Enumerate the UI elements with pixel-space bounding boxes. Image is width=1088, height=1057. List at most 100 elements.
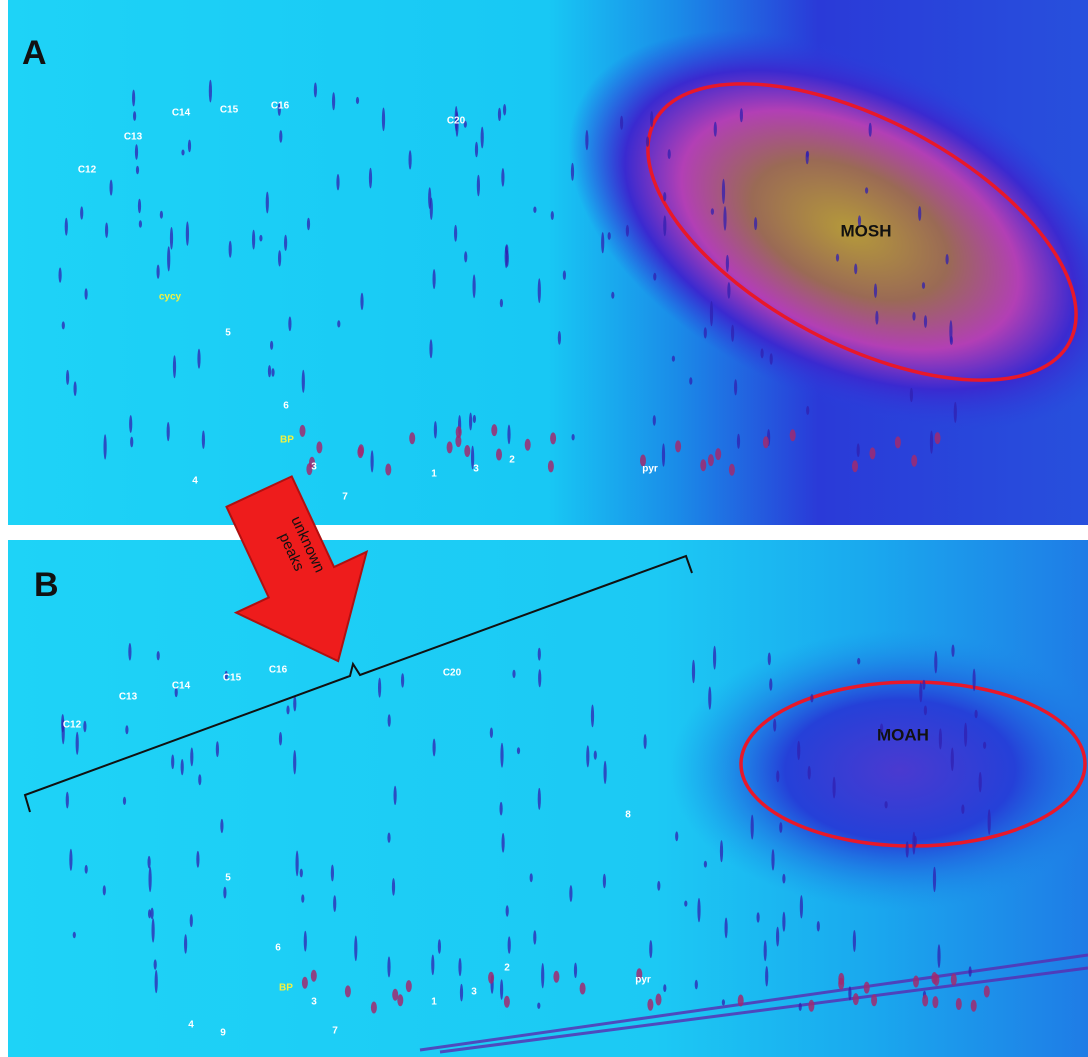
peak xyxy=(765,966,768,986)
peak xyxy=(385,464,391,476)
peak-label: C20 xyxy=(443,668,462,679)
peak xyxy=(136,166,139,175)
panel-letter: A xyxy=(22,34,47,72)
peak xyxy=(266,192,269,214)
peak xyxy=(722,999,725,1005)
peak xyxy=(110,180,113,196)
peak xyxy=(571,163,574,181)
peak xyxy=(302,370,305,393)
peak-label: 3 xyxy=(473,464,479,475)
peak xyxy=(675,831,678,841)
peak-label: cycy xyxy=(159,292,182,303)
peak xyxy=(964,723,967,747)
peak xyxy=(885,801,888,808)
peak-label: 6 xyxy=(283,401,289,412)
peak xyxy=(675,440,681,452)
peak xyxy=(726,255,729,272)
peak xyxy=(354,936,357,962)
panel-letter: B xyxy=(34,566,59,604)
peak xyxy=(301,894,304,902)
peak xyxy=(710,301,713,326)
peak xyxy=(979,772,982,792)
peak xyxy=(430,198,433,220)
peak xyxy=(433,269,436,289)
peak xyxy=(481,127,484,149)
peak xyxy=(810,694,813,702)
peak xyxy=(85,865,88,874)
peak xyxy=(551,211,554,220)
peak xyxy=(533,930,536,944)
region-label: MOSH xyxy=(841,221,892,240)
peak xyxy=(550,432,556,444)
peak xyxy=(946,254,949,265)
peak xyxy=(438,939,441,953)
peak xyxy=(504,996,510,1008)
peak xyxy=(663,192,666,201)
peak xyxy=(525,439,531,451)
peak xyxy=(188,140,191,153)
peak xyxy=(533,207,536,213)
peak xyxy=(603,874,606,889)
peak xyxy=(538,648,541,661)
peak xyxy=(530,873,533,882)
peak xyxy=(502,833,505,853)
peak xyxy=(360,293,363,310)
peak xyxy=(268,365,271,377)
peak xyxy=(800,895,803,918)
peak xyxy=(503,104,506,116)
peak xyxy=(558,331,561,345)
peak xyxy=(870,447,876,459)
peak xyxy=(880,724,883,733)
peak xyxy=(797,741,800,760)
peak xyxy=(768,653,771,666)
peak xyxy=(173,355,176,378)
peak xyxy=(74,381,77,396)
peak xyxy=(848,986,851,1000)
peak xyxy=(59,268,62,283)
peak xyxy=(388,714,391,727)
peak xyxy=(853,993,859,1005)
peak xyxy=(378,678,381,698)
peak xyxy=(293,750,296,774)
peak xyxy=(738,995,744,1007)
peak xyxy=(170,227,173,250)
peak xyxy=(105,223,108,238)
peak-label: 4 xyxy=(188,1020,194,1031)
peak-label: pyr xyxy=(642,464,658,475)
peak xyxy=(580,983,586,995)
peak xyxy=(83,721,86,732)
peak xyxy=(857,443,860,457)
peak xyxy=(969,966,972,977)
peak xyxy=(397,994,403,1006)
peak xyxy=(460,984,463,1002)
peak xyxy=(662,443,665,466)
peak xyxy=(919,682,922,702)
peak xyxy=(663,984,666,992)
peak xyxy=(458,958,461,976)
peak xyxy=(447,441,453,453)
peak xyxy=(270,341,273,350)
peak xyxy=(69,849,72,871)
peak-label: 9 xyxy=(220,1028,226,1039)
peak xyxy=(541,963,544,988)
peak xyxy=(455,435,461,447)
peak xyxy=(937,944,940,968)
peak xyxy=(790,429,796,441)
peak xyxy=(913,976,919,988)
peak-label: pyr xyxy=(635,975,651,986)
peak xyxy=(498,108,501,121)
peak xyxy=(770,353,773,365)
peak xyxy=(85,288,88,300)
peak xyxy=(763,436,769,448)
peak xyxy=(300,869,303,878)
peak xyxy=(538,788,541,810)
peak xyxy=(184,934,187,953)
peak xyxy=(500,979,503,1000)
peak xyxy=(714,122,717,137)
peak xyxy=(129,415,132,433)
peak xyxy=(852,460,858,472)
peak xyxy=(563,270,566,280)
peak xyxy=(149,867,152,893)
peak xyxy=(951,748,954,772)
peak xyxy=(73,932,76,938)
